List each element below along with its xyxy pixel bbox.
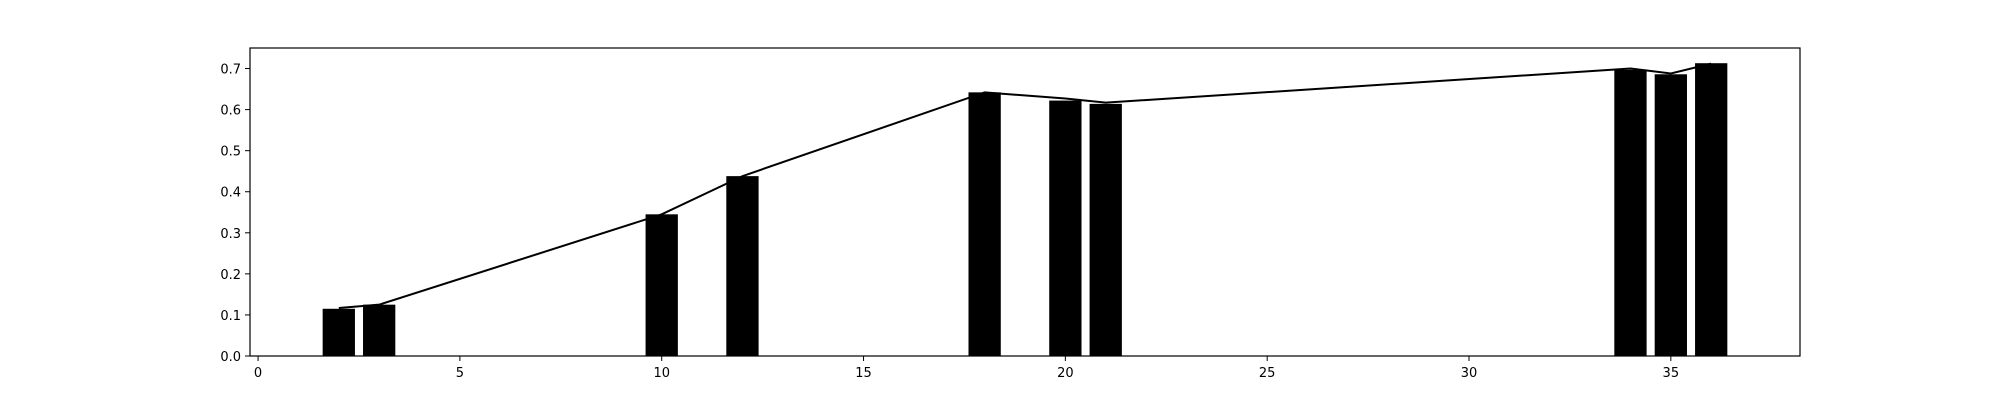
y-tick-label-0.5: 0.5 — [220, 145, 241, 160]
axes-frame — [249, 47, 1801, 357]
y-tick-label-0.0: 0.0 — [220, 350, 241, 365]
bar-34 — [1614, 69, 1647, 357]
bar-20 — [1049, 100, 1082, 356]
y-tick-label-0.2: 0.2 — [220, 268, 241, 283]
x-tick-label-20: 20 — [1057, 366, 1074, 381]
x-tick-label-10: 10 — [653, 366, 670, 381]
y-tick-label-0.1: 0.1 — [220, 309, 241, 324]
bar-10 — [645, 214, 678, 356]
y-tick-label-0.7: 0.7 — [220, 63, 241, 78]
bars-group — [322, 63, 1728, 357]
y-tick-label-0.6: 0.6 — [220, 104, 241, 119]
x-tick-label-5: 5 — [456, 366, 464, 381]
bar-3 — [363, 304, 396, 356]
series-line — [338, 62, 1712, 309]
y-tick-label-0.3: 0.3 — [220, 227, 241, 242]
bar-35 — [1654, 74, 1687, 357]
bar-18 — [968, 92, 1001, 357]
y-axis: 0.0 0.1 0.2 0.3 0.4 0.5 0.6 0.7 — [220, 63, 250, 365]
x-tick-label-15: 15 — [855, 366, 872, 381]
y-tick-label-0.4: 0.4 — [220, 186, 241, 201]
x-tick-label-0: 0 — [254, 366, 262, 381]
x-tick-label-35: 35 — [1663, 366, 1680, 381]
x-tick-label-25: 25 — [1259, 366, 1276, 381]
x-tick-label-30: 30 — [1461, 366, 1478, 381]
x-axis: 0 5 10 15 20 25 30 35 — [254, 356, 1679, 381]
bar-2 — [322, 308, 355, 356]
bar-21 — [1089, 103, 1122, 356]
bar-36 — [1695, 63, 1728, 356]
bar-12 — [726, 176, 759, 356]
